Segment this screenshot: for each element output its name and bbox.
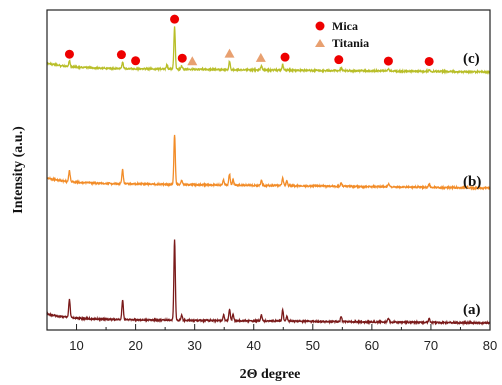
mica-peak-marker bbox=[64, 49, 74, 59]
mica-peak-marker bbox=[383, 56, 393, 66]
mica-peak-marker bbox=[280, 52, 290, 62]
mica-peak-marker bbox=[131, 56, 141, 66]
curve-label-b: (b) bbox=[463, 174, 481, 190]
mica-peak-marker bbox=[170, 14, 180, 24]
curve-label-c: (c) bbox=[463, 51, 480, 67]
x-tick-layer: 10 20 30 40 50 60 70 80 bbox=[69, 324, 497, 353]
plot-frame bbox=[46, 9, 491, 331]
titania-peak-marker bbox=[224, 48, 235, 58]
legend-titania-label: Titania bbox=[332, 36, 369, 50]
peak-marker-layer bbox=[64, 14, 434, 66]
titania-peak-marker bbox=[255, 52, 266, 62]
x-tick-label: 60 bbox=[365, 338, 379, 353]
series-line-c bbox=[46, 26, 491, 75]
mica-peak-marker bbox=[334, 55, 344, 65]
curve-label-a: (a) bbox=[463, 302, 481, 318]
x-tick-label: 30 bbox=[187, 338, 201, 353]
mica-peak-marker bbox=[116, 50, 126, 60]
legend-mica-label: Mica bbox=[332, 19, 358, 33]
x-tick-label: 50 bbox=[306, 338, 320, 353]
series-layer bbox=[46, 26, 491, 327]
x-tick-label: 40 bbox=[246, 338, 260, 353]
titania-peak-marker bbox=[187, 56, 198, 66]
legend-titania-marker bbox=[315, 39, 325, 47]
legend-mica-marker bbox=[315, 21, 325, 31]
legend: Mica Titania bbox=[315, 19, 369, 50]
y-axis-title: Intensity (a.u.) bbox=[11, 126, 26, 214]
x-tick-label: 20 bbox=[128, 338, 142, 353]
mica-peak-marker bbox=[424, 56, 434, 66]
x-tick-label: 70 bbox=[424, 338, 438, 353]
x-tick-label: 80 bbox=[483, 338, 497, 353]
series-line-b bbox=[46, 134, 491, 191]
x-axis-title: 2Θ degree bbox=[240, 367, 301, 382]
mica-peak-marker bbox=[177, 53, 187, 63]
series-line-a bbox=[46, 239, 491, 327]
x-tick-label: 10 bbox=[69, 338, 83, 353]
